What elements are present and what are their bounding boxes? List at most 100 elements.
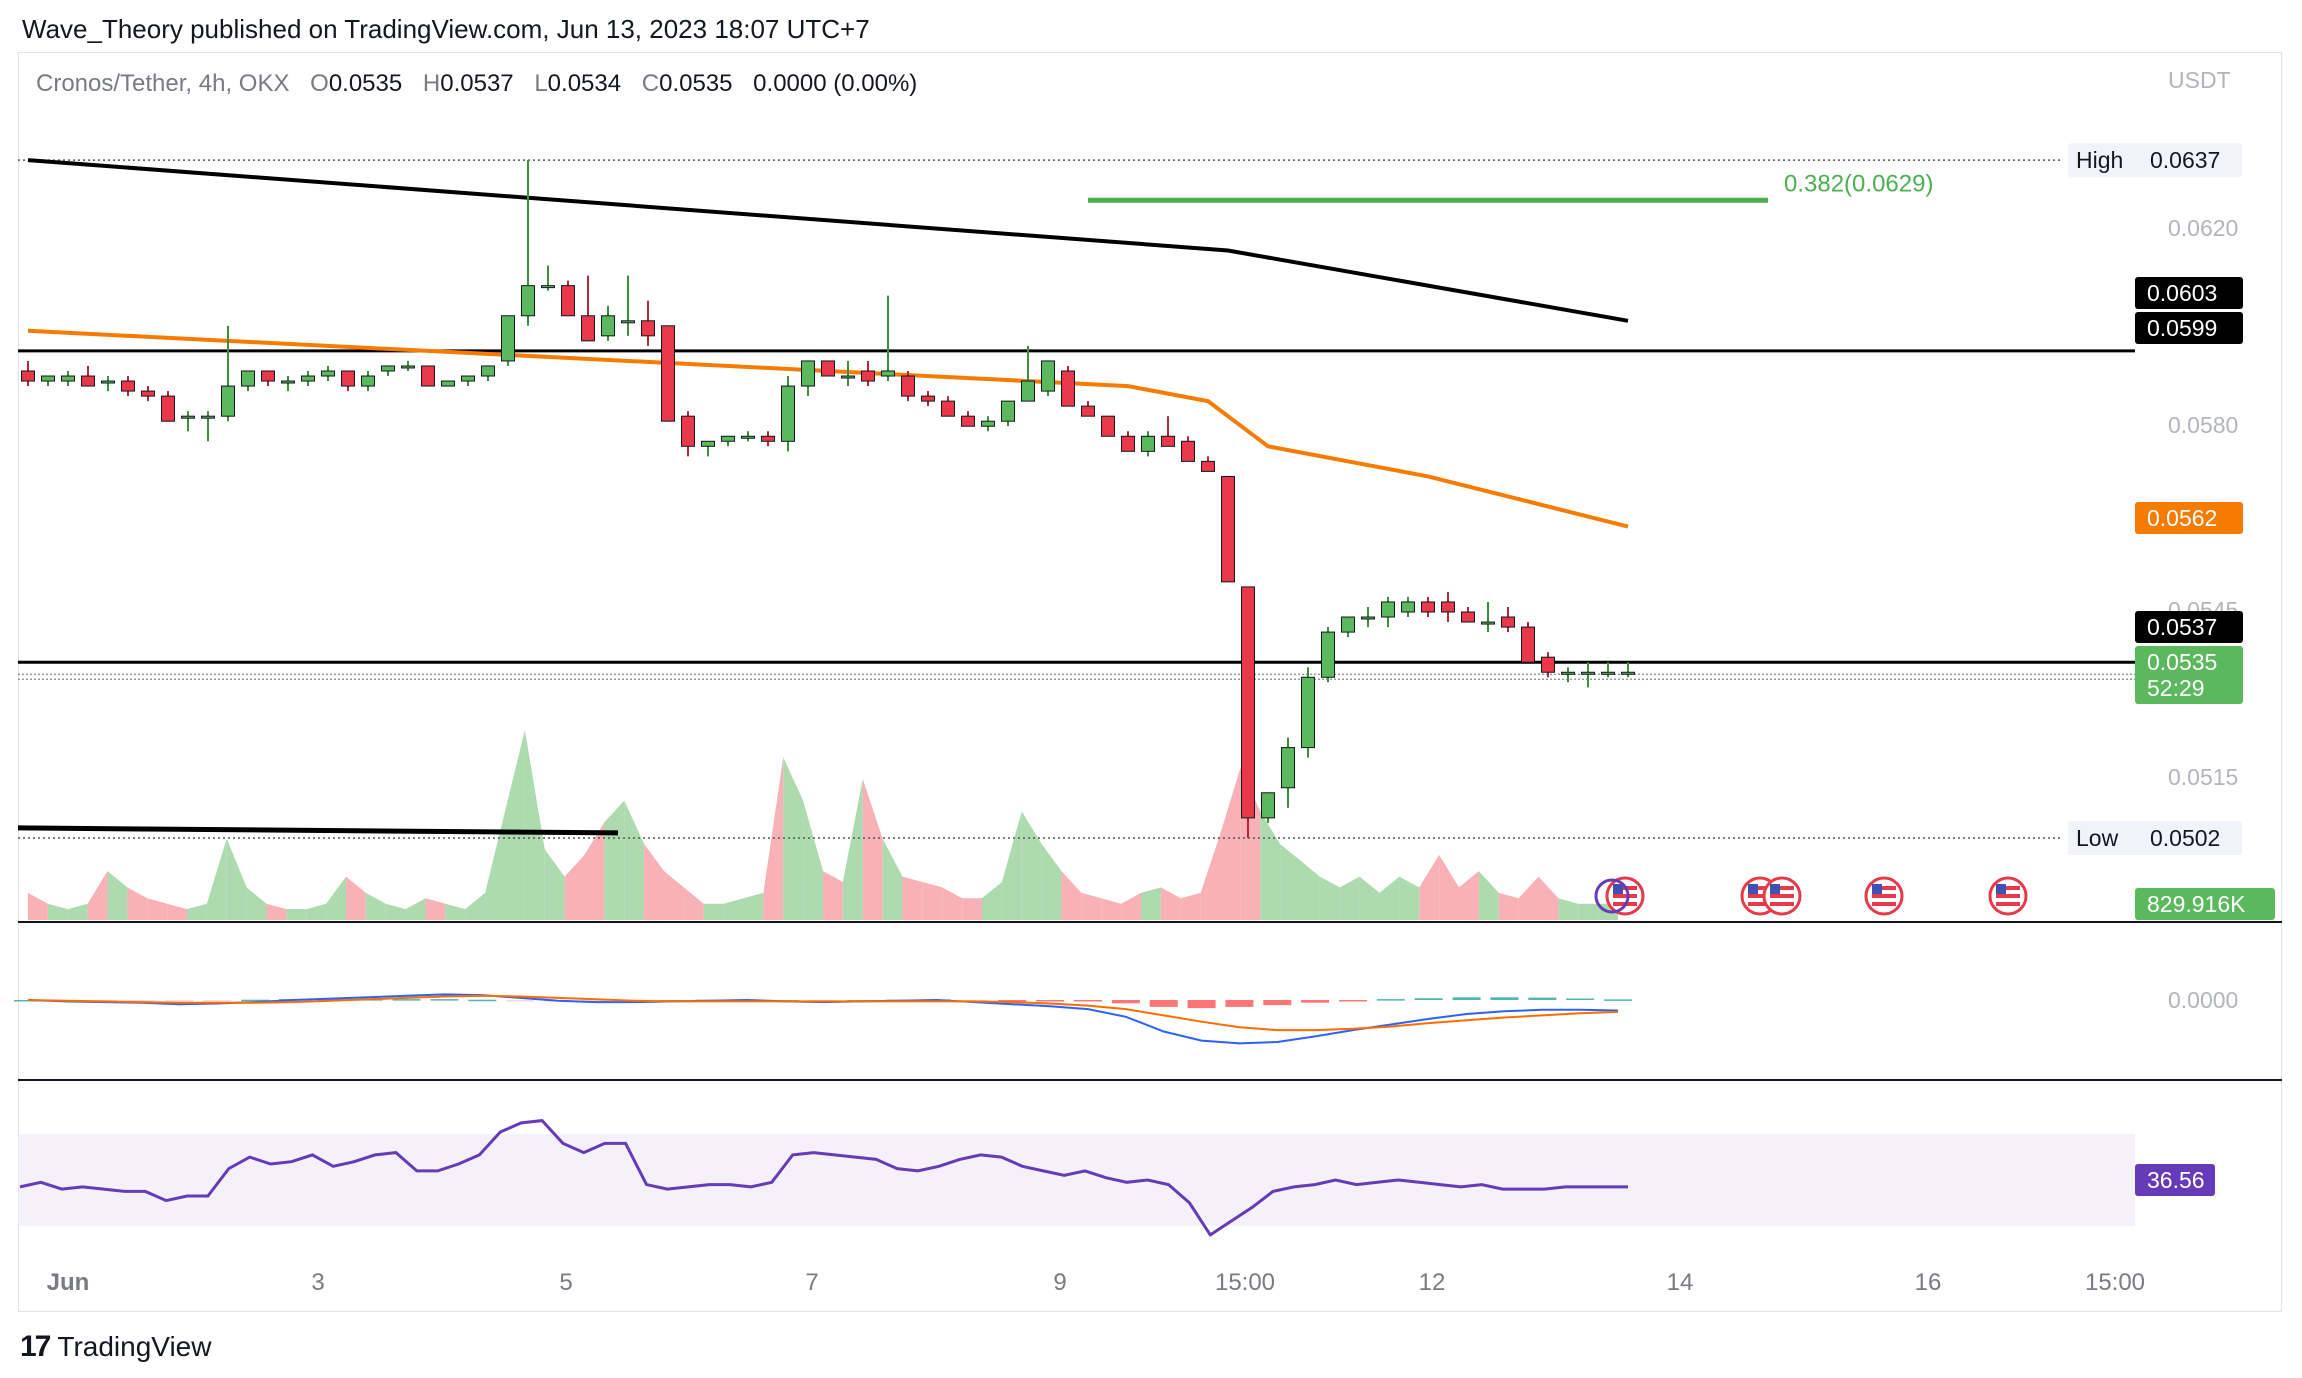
volume-segment	[1081, 892, 1102, 920]
time-tick-label: 5	[559, 1269, 572, 1296]
high-level-tag-label: High	[2076, 147, 2123, 173]
candle-body	[101, 380, 115, 384]
candle-body	[401, 365, 415, 369]
macd-histogram-bar	[1074, 1000, 1102, 1002]
time-tick-label: 14	[1667, 1269, 1694, 1296]
macd-histogram-bar	[1376, 999, 1405, 1001]
flag-stripe	[1748, 902, 1772, 906]
fib-level-label: 0.382(0.0629)	[1784, 170, 1933, 197]
candle-body	[1041, 360, 1055, 392]
support-price-tag-text: 0.0537	[2147, 614, 2217, 640]
ema-fast-price-tag: 0.0562	[2135, 502, 2243, 534]
resistance-price-tag: 0.0599	[2135, 312, 2243, 344]
last-price-value: 0.0535	[2147, 649, 2217, 675]
ema-slow-price-tag-text: 0.0603	[2147, 280, 2217, 306]
time-tick-label: Jun	[47, 1269, 90, 1296]
tradingview-logo[interactable]: 17 TradingView	[20, 1330, 211, 1364]
change-value: 0.0000 (0.00%)	[753, 70, 918, 97]
macd-pane	[14, 993, 1632, 1045]
volume-segment	[47, 903, 68, 920]
candle-body	[481, 365, 495, 377]
candle-body	[1421, 601, 1435, 613]
volume-segment	[107, 871, 128, 920]
volume-segment	[842, 778, 863, 920]
flag-stripe	[1770, 886, 1794, 890]
volume-segment	[1359, 876, 1380, 920]
volume-segment	[743, 892, 764, 920]
macd-histogram-bar	[241, 999, 270, 1002]
candle-body	[81, 375, 95, 387]
candle-body	[1481, 621, 1495, 625]
volume-segment	[87, 871, 108, 920]
resistance-price-tag-bg	[2135, 312, 2243, 344]
rsi-value-tag: 36.56	[2135, 1164, 2215, 1196]
volume-segment	[286, 909, 307, 920]
volume-segment	[127, 887, 148, 920]
low-value: 0.0534	[547, 70, 622, 97]
volume-segment	[187, 903, 207, 920]
price-tick-label: 0.0580	[2168, 412, 2238, 438]
us-flag-event-icon	[1988, 876, 2028, 916]
resistance-price-tag-text: 0.0599	[2147, 315, 2217, 341]
price-candles	[21, 160, 1635, 838]
symbol-title[interactable]: Cronos/Tether, 4h, OKX	[36, 70, 290, 97]
candle-body	[281, 380, 295, 384]
old-trend-line	[17, 825, 619, 836]
time-tick-label: 12	[1419, 1269, 1446, 1296]
us-flag-event-icon	[1762, 876, 1802, 916]
candle-body	[1021, 380, 1035, 402]
low-level-tag-bg	[2068, 820, 2242, 855]
candle-body	[261, 370, 275, 382]
volume-segment	[1439, 854, 1459, 920]
macd-histogram-bar	[1452, 997, 1481, 1000]
macd-histogram-bar	[1604, 999, 1632, 1001]
volume-segment	[505, 730, 525, 920]
macd-histogram-bar	[468, 999, 497, 1002]
volume-segment	[1379, 876, 1400, 920]
macd-histogram-bar	[1528, 997, 1557, 1000]
macd-histogram-bar	[1187, 1000, 1216, 1009]
volume-segment	[326, 876, 346, 920]
candle-body	[821, 360, 835, 377]
volume-segment	[246, 887, 267, 920]
volume-value-tag-text: 829.916K	[2147, 891, 2246, 917]
volume-segment	[385, 903, 406, 920]
chart-frame	[18, 52, 2282, 1312]
candle-body	[301, 375, 315, 382]
volume-segment	[1160, 887, 1181, 920]
candle-body	[1581, 671, 1595, 675]
high-label: H	[422, 70, 441, 97]
volume-segment	[922, 882, 943, 920]
event-marker-icon	[1594, 878, 1630, 914]
ema-slow-price-tag: 0.0603	[2135, 277, 2243, 309]
flag-stripe	[1996, 886, 2020, 890]
macd-histogram-bar	[1111, 1000, 1140, 1004]
ohlc-legend: Cronos/Tether, 4h, OKX O0.0535 H0.0537 L…	[36, 70, 917, 98]
macd-histogram-bar	[581, 1000, 610, 1002]
flag-canton	[1996, 884, 2006, 894]
rsi-pane	[18, 1119, 2135, 1237]
volume-segment	[664, 871, 684, 920]
tradingview-brand: TradingView	[57, 1331, 212, 1362]
volume-segment	[723, 898, 744, 920]
macd-histogram-bar	[1225, 1000, 1254, 1007]
candle-body	[581, 315, 595, 342]
candle-body	[1141, 435, 1155, 452]
candle-body	[1321, 631, 1335, 678]
flag-stripe	[1748, 886, 1772, 890]
volume-segment	[167, 903, 187, 920]
volume-segment	[465, 892, 486, 920]
volume-segment	[1260, 811, 1281, 920]
candle-body	[601, 315, 615, 337]
flag-stripe	[1748, 894, 1772, 898]
candle-body	[461, 375, 475, 382]
volume-segment	[644, 844, 664, 920]
last-price-tag-bg	[2135, 646, 2243, 704]
candle-body	[741, 435, 755, 439]
candle-body	[1541, 656, 1555, 673]
volume-segment	[803, 800, 823, 920]
flag-canton	[1748, 884, 1758, 894]
flag-stripe	[1770, 894, 1794, 898]
